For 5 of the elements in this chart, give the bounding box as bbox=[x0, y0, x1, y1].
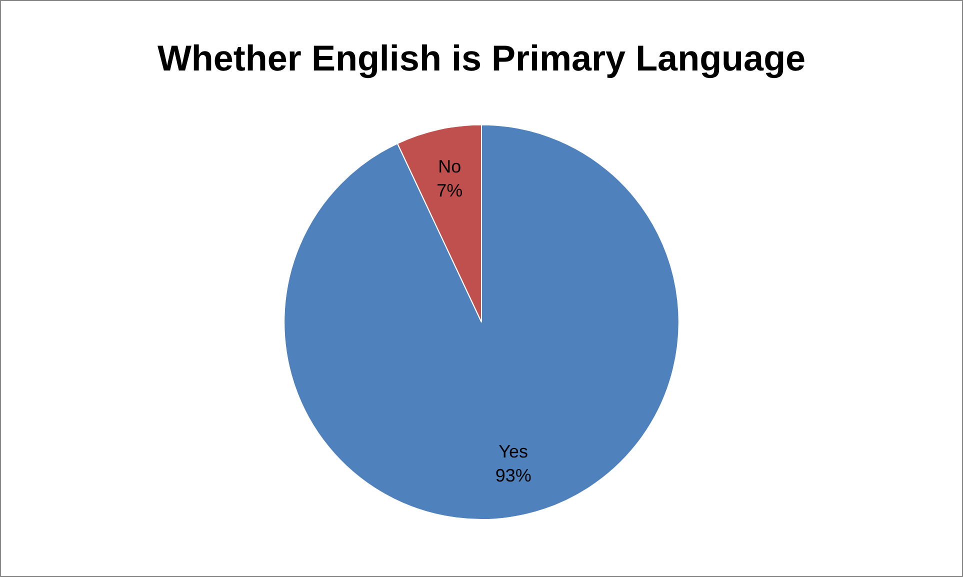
data-label: 7% bbox=[436, 180, 463, 201]
slice-label: Yes bbox=[498, 442, 528, 462]
chart-title: Whether English is Primary Language bbox=[157, 38, 806, 79]
slice-label: No bbox=[438, 156, 462, 177]
data-label: 93% bbox=[495, 466, 532, 486]
